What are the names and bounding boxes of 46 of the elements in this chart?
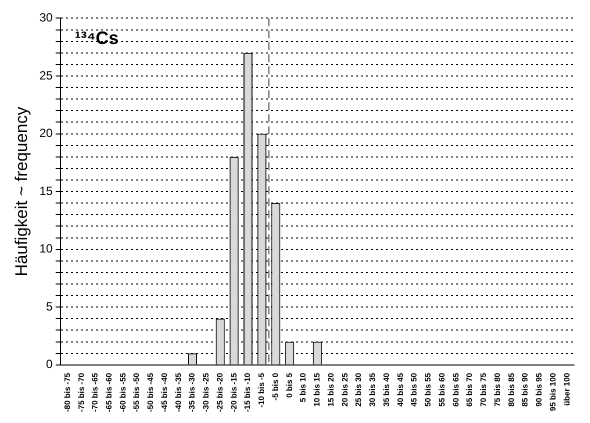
x-tick-label: -25 bis -20 <box>215 372 224 412</box>
x-tick-label: -55 bis -50 <box>132 372 142 412</box>
y-tick-label: 20 <box>39 126 54 140</box>
x-tick-label: 40 bis 45 <box>396 372 405 407</box>
x-tick-label: über 100 <box>562 372 572 406</box>
x-tick-label: 80 bis 85 <box>506 372 516 407</box>
x-tick-label: -80 bis -75 <box>62 372 72 412</box>
x-tick-label: 30 bis 35 <box>368 372 378 407</box>
x-tick-label: -60 bis -55 <box>118 372 128 412</box>
y-tick-label: 10 <box>39 242 54 256</box>
x-tick-label: -20 bis -15 <box>229 372 238 412</box>
x-tick-label: 70 bis 75 <box>479 372 488 407</box>
y-tick-label: 25 <box>39 68 54 82</box>
x-tick-label: 55 bis 60 <box>437 372 446 407</box>
x-tick-label: -10 bis -5 <box>257 372 266 408</box>
x-tick-label: 5 bis 10 <box>298 372 308 402</box>
x-tick-label: 25 bis 30 <box>354 372 364 407</box>
y-tick-label: 15 <box>39 184 54 198</box>
y-tick-label: 0 <box>46 357 54 372</box>
y-tick-label: 5 <box>46 299 54 314</box>
y-axis-title: Häufigkeit ~ frequency <box>12 106 31 276</box>
x-tick-label: -75 bis -70 <box>76 372 86 412</box>
y-tick-label: 30 <box>39 10 54 25</box>
x-tick-label: 60 bis 65 <box>451 372 460 407</box>
x-tick-label: -45 bis -40 <box>160 372 169 412</box>
x-tick-label: 85 bis 90 <box>520 372 530 407</box>
x-tick-label: -35 bis -30 <box>188 372 197 412</box>
x-tick-label: -30 bis -25 <box>202 372 211 412</box>
x-tick-label: 15 bis 20 <box>326 372 336 407</box>
x-tick-label: -50 bis -45 <box>146 372 156 412</box>
x-tick-label: 90 bis 95 <box>534 372 544 407</box>
x-tick-label: 75 bis 80 <box>492 372 502 407</box>
x-tick-label: 10 bis 15 <box>312 372 322 407</box>
annotation: ¹³⁴Cs <box>74 28 119 48</box>
x-tick-label: 35 bis 40 <box>382 372 391 407</box>
x-tick-label: 95 bis 100 <box>548 372 558 412</box>
x-tick-label: 50 bis 55 <box>424 372 433 407</box>
x-tick-label: -70 bis -65 <box>90 372 100 412</box>
x-tick-label: -15 bis -10 <box>243 372 252 412</box>
x-tick-label: 45 bis 50 <box>410 372 419 407</box>
x-tick-label: -5 bis 0 <box>270 372 280 400</box>
x-tick-label: -65 bis -60 <box>104 372 114 412</box>
x-tick-label: 0 bis 5 <box>284 372 294 398</box>
x-tick-label: -40 bis -35 <box>174 372 183 412</box>
x-tick-label: 20 bis 25 <box>340 372 350 407</box>
x-tick-label: 65 bis 70 <box>465 372 474 407</box>
